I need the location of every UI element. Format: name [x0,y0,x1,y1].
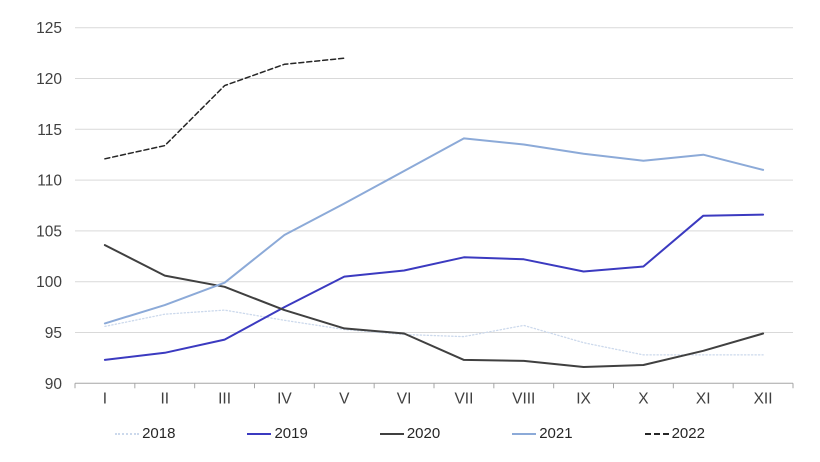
legend-label: 2021 [539,425,573,442]
legend-line-sample-2022 [644,432,669,435]
legend-line-sample-2018 [115,432,140,435]
y-tick-label: 120 [36,71,62,88]
series-line-2022 [104,57,346,160]
y-tick-label: 110 [37,173,62,190]
x-tick-label: X [638,390,649,407]
legend-line-sample-2020 [379,432,404,435]
x-tick-label: II [160,390,169,407]
series-line-2020 [103,244,765,368]
legend-line-sample-2021 [512,432,537,435]
y-tick-label: 90 [45,376,63,393]
legend-item-2019: 2019 [247,425,308,442]
series-line-2019 [103,213,765,361]
x-tick-label: XI [696,390,711,407]
x-tick-label: V [339,390,350,407]
legend-label: 2019 [274,425,308,442]
legend-label: 2022 [671,425,705,442]
y-tick-label: 95 [45,325,62,342]
legend-item-2020: 2020 [379,425,441,442]
legend-label: 2018 [142,425,176,442]
x-tick-label: VII [454,390,473,407]
y-tick-label: 115 [37,122,62,139]
x-tick-label: IX [576,390,591,407]
x-tick-label: I [103,390,107,407]
legend-label: 2020 [406,425,441,442]
series-line-2018 [104,309,764,356]
legend-item-2018: 2018 [115,425,175,442]
x-tick-label: III [218,390,231,407]
x-tick-label: VIII [512,390,535,407]
legend-item-2021: 2021 [512,425,573,442]
y-tick-label: 125 [36,20,62,37]
y-tick-label: 100 [36,274,62,291]
x-tick-label: XII [754,390,773,407]
legend: 2018 2019 2020 2021 2022 [0,425,820,442]
series-line-2021 [103,137,765,325]
y-tick-label: 105 [36,223,62,240]
x-tick-label: IV [277,390,292,407]
legend-line-sample-2019 [247,432,272,435]
legend-item-2022: 2022 [644,425,705,442]
x-tick-label: VI [397,390,412,407]
